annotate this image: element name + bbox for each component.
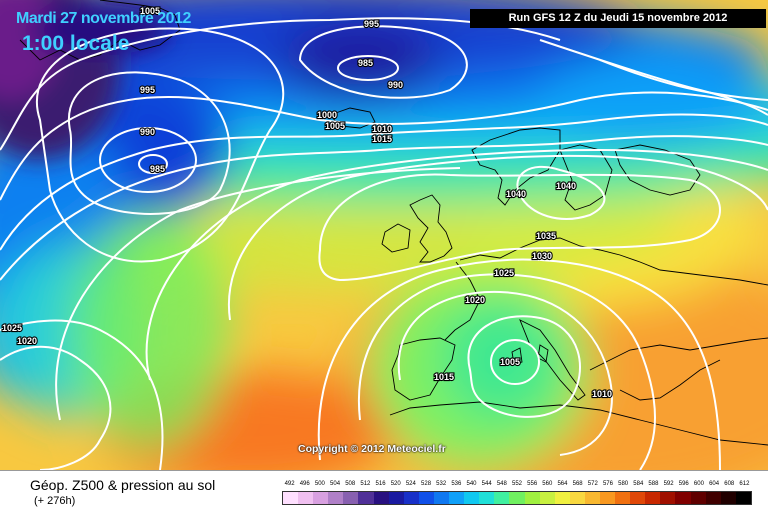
isobar-label: 1010 <box>372 124 392 134</box>
color-scale-label: 508 <box>345 481 356 487</box>
isobar-label: 985 <box>358 58 373 68</box>
color-scale-labels: 492 496 500 504 508 512 516 520 524 528 532 536 540 5… <box>282 481 752 489</box>
color-scale-swatch <box>449 492 465 504</box>
isobar-lines <box>0 17 768 470</box>
isobar-label: 990 <box>140 127 155 137</box>
color-scale-swatch <box>645 492 661 504</box>
color-scale-swatch <box>328 492 344 504</box>
color-scale-label: 608 <box>724 481 735 487</box>
color-scale-label: 496 <box>299 481 310 487</box>
color-scale-label: 560 <box>542 481 553 487</box>
isobar-label: 1005 <box>325 121 345 131</box>
forecast-time: 1:00 locale <box>22 32 130 55</box>
color-scale-label: 592 <box>663 481 674 487</box>
color-scale-label: 576 <box>602 481 613 487</box>
color-scale-swatch <box>418 492 434 504</box>
color-scale-swatch <box>630 492 646 504</box>
color-scale-swatch <box>403 492 419 504</box>
color-scale-swatch <box>464 492 480 504</box>
color-scale-label: 588 <box>648 481 659 487</box>
color-scale-swatch <box>494 492 510 504</box>
color-scale-swatch <box>660 492 676 504</box>
color-scale-swatch <box>479 492 495 504</box>
isobar-label: 1000 <box>317 110 337 120</box>
color-scale-label: 580 <box>618 481 629 487</box>
color-scale-label: 604 <box>709 481 720 487</box>
geopotential-map: 1005 995 985 990 995 990 985 1000 1005 1… <box>0 0 768 470</box>
color-scale-label: 568 <box>572 481 583 487</box>
color-scale-bar <box>282 491 752 505</box>
color-scale-label: 512 <box>360 481 371 487</box>
color-scale-swatch <box>433 492 450 504</box>
color-scale-swatch <box>584 492 600 504</box>
isobar-label: 1015 <box>434 372 454 382</box>
isobar-label: 1040 <box>506 189 526 199</box>
forecast-lead-time: (+ 276h) <box>34 495 76 507</box>
color-scale-label: 536 <box>451 481 462 487</box>
color-scale-label: 516 <box>375 481 386 487</box>
color-scale-label: 564 <box>557 481 568 487</box>
color-scale-label: 540 <box>466 481 477 487</box>
color-scale-swatch <box>524 492 540 504</box>
isobar-label: 1025 <box>494 268 514 278</box>
color-scale-label: 524 <box>405 481 416 487</box>
color-scale-label: 532 <box>436 481 447 487</box>
color-scale-label: 520 <box>390 481 401 487</box>
geopotential-shading <box>0 0 768 470</box>
isobar-label: 1020 <box>465 295 485 305</box>
isobar-label: 1005 <box>500 357 520 367</box>
color-scale-label: 504 <box>330 481 341 487</box>
color-scale-label: 528 <box>421 481 432 487</box>
legend-title: Géop. Z500 & pression au sol <box>30 477 216 493</box>
color-scale-label: 600 <box>693 481 704 487</box>
color-scale-swatch <box>313 492 329 504</box>
color-scale-swatch <box>388 492 404 504</box>
isobar-labels: 1005 995 985 990 995 990 985 1000 1005 1… <box>1 5 613 400</box>
color-scale-swatch <box>690 492 706 504</box>
color-scale-swatch <box>720 492 736 504</box>
color-scale-label: 544 <box>481 481 492 487</box>
color-scale-label: 584 <box>633 481 644 487</box>
isobar-label: 995 <box>140 85 155 95</box>
isobar-label: 1010 <box>592 389 612 399</box>
isobar-label: 1005 <box>140 6 160 16</box>
isobar-label: 1040 <box>556 181 576 191</box>
isobar-label: 1030 <box>532 251 552 261</box>
color-scale-label: 552 <box>511 481 522 487</box>
color-scale-swatch <box>599 492 616 504</box>
color-scale-swatch <box>283 492 299 504</box>
color-scale-label: 572 <box>587 481 598 487</box>
isobar-label: 995 <box>364 19 379 29</box>
color-scale-swatch <box>358 492 374 504</box>
color-scale-swatch <box>735 492 751 504</box>
color-scale-swatch <box>509 492 525 504</box>
color-scale-swatch <box>569 492 585 504</box>
isobar-label: 985 <box>150 164 165 174</box>
color-scale-swatch <box>615 492 631 504</box>
color-scale-swatch <box>554 492 570 504</box>
isobar-label: 1035 <box>536 231 556 241</box>
color-scale-swatch <box>705 492 721 504</box>
color-scale-label: 500 <box>314 481 325 487</box>
isobar-label: 1015 <box>372 134 392 144</box>
isobar-label: 1020 <box>17 336 37 346</box>
copyright-notice: Copyright © 2012 Meteociel.fr <box>298 443 446 455</box>
forecast-date: Mardi 27 novembre 2012 <box>16 10 191 27</box>
color-scale-swatch <box>373 492 389 504</box>
isobar-label: 1025 <box>2 323 22 333</box>
color-scale-swatch <box>298 492 314 504</box>
color-scale-label: 548 <box>496 481 507 487</box>
model-run-banner: Run GFS 12 Z du Jeudi 15 novembre 2012 <box>470 9 766 28</box>
color-scale-label: 556 <box>527 481 538 487</box>
color-scale-swatch <box>539 492 555 504</box>
color-scale-label: 492 <box>284 481 295 487</box>
legend-panel: Géop. Z500 & pression au sol (+ 276h) 49… <box>0 470 768 513</box>
color-scale-label: 612 <box>739 481 750 487</box>
color-scale-label: 596 <box>678 481 689 487</box>
color-scale-swatch <box>675 492 691 504</box>
color-scale-swatch <box>343 492 359 504</box>
isobar-label: 990 <box>388 80 403 90</box>
